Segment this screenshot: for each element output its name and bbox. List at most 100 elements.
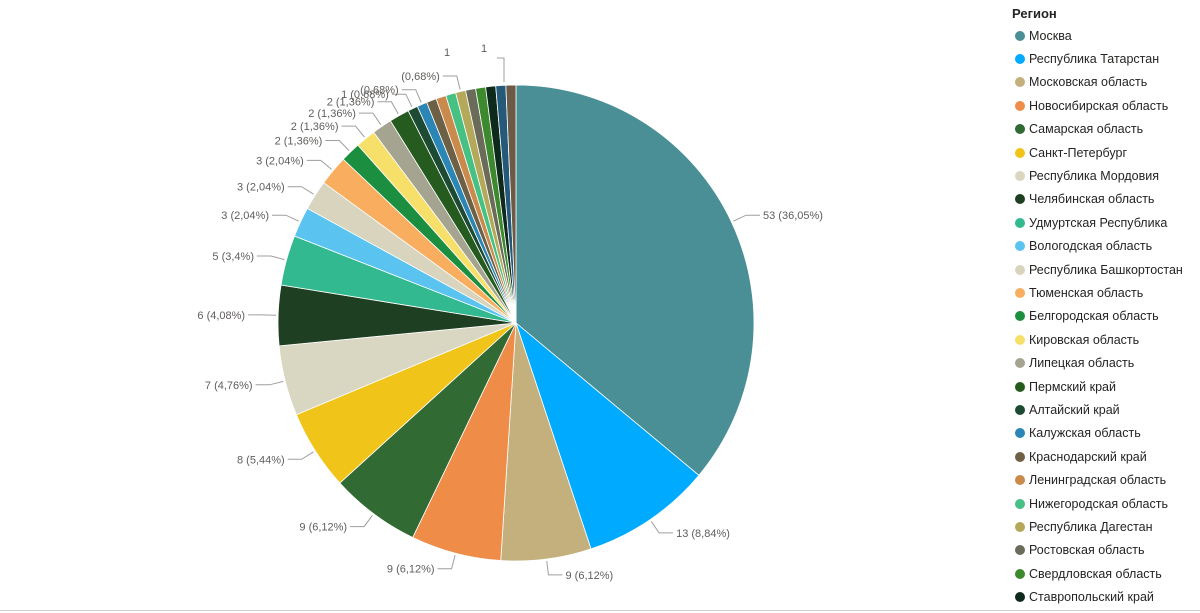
legend-label: Краснодарский край [1029, 449, 1147, 464]
leader-line [350, 515, 373, 528]
legend-item[interactable]: Белгородская область [1012, 305, 1198, 328]
pie-slice[interactable] [505, 84, 517, 324]
leader-line [287, 186, 314, 195]
leader-line [341, 125, 365, 138]
legend-item[interactable]: Ростовская область [1012, 539, 1198, 562]
legend-label: Свердловская область [1029, 566, 1162, 581]
data-label: 1 [444, 47, 450, 59]
legend-swatch [1015, 241, 1025, 252]
leader-line [401, 89, 422, 103]
legend-label: Ростовская область [1029, 543, 1145, 558]
data-label: (0,68%) [401, 71, 440, 83]
legend-item[interactable]: Алтайский край [1012, 398, 1198, 421]
legend-item[interactable]: Пермский край [1012, 375, 1198, 398]
legend-item[interactable]: Москва [1012, 24, 1198, 47]
data-label: 7 (4,76%) [205, 380, 253, 392]
legend-item[interactable]: Республика Башкортостан [1012, 258, 1198, 281]
leader-line [391, 93, 413, 108]
pie-slices [277, 84, 755, 562]
data-label: 2 (1,36%) [327, 97, 375, 109]
legend-item[interactable]: Кировская область [1012, 328, 1198, 351]
legend-swatch [1015, 451, 1025, 462]
legend-swatch [1015, 521, 1025, 532]
legend-label: Самарская область [1029, 122, 1144, 137]
data-label: 5 (3,4%) [212, 251, 254, 263]
legend-label: Вологодская область [1029, 239, 1153, 254]
data-label: 13 (8,84%) [676, 528, 730, 540]
data-label: 2 (1,36%) [275, 136, 323, 148]
legend-swatch [1015, 311, 1025, 322]
data-label: 9 (6,12%) [387, 564, 435, 576]
data-label: 3 (2,04%) [221, 210, 269, 222]
leader-line [358, 112, 382, 125]
data-label: 3 (2,04%) [237, 182, 285, 194]
legend-item[interactable]: Республика Дагестан [1012, 515, 1198, 538]
legend-label: Ленинградская область [1029, 473, 1167, 488]
legend-swatch [1015, 100, 1025, 111]
pie-data-labels: 53 (36,05%) 13 (8,84%) 9 (6,12%) 9 (6,12%) 9… [197, 43, 823, 582]
legend-swatch [1015, 428, 1025, 439]
bottom-divider [0, 610, 1200, 611]
legend-item[interactable]: Калужская область [1012, 422, 1198, 445]
legend-swatch [1015, 124, 1025, 135]
legend-label: Москва [1029, 28, 1072, 43]
legend-label: Алтайский край [1029, 402, 1120, 417]
legend-items: Москва Республика Татарстан Московская обл… [1012, 24, 1198, 609]
legend-item[interactable]: Свердловская область [1012, 562, 1198, 585]
legend-item[interactable]: Самарская область [1012, 118, 1198, 141]
pie-slice[interactable] [515, 321, 700, 550]
legend-item[interactable]: Тюменская область [1012, 281, 1198, 304]
leader-line [257, 255, 285, 261]
legend-swatch [1015, 287, 1025, 298]
legend-swatch [1015, 30, 1025, 41]
legend-item[interactable]: Республика Татарстан [1012, 47, 1198, 70]
leader-line [306, 159, 332, 170]
data-label: 6 (4,08%) [197, 310, 245, 322]
legend-label: Белгородская область [1029, 309, 1159, 324]
legend-label: Республика Мордовия [1029, 169, 1159, 184]
legend-swatch [1015, 592, 1025, 603]
legend-item[interactable]: Челябинская область [1012, 188, 1198, 211]
leader-line [650, 521, 674, 534]
legend-label: Челябинская область [1029, 192, 1155, 207]
legend-item[interactable]: Московская область [1012, 71, 1198, 94]
legend-swatch [1015, 264, 1025, 275]
legend: Регион Москва Республика Татарстан Московс… [1012, 4, 1198, 609]
legend-item[interactable]: Республика Мордовия [1012, 164, 1198, 187]
legend-label: Республика Дагестан [1029, 519, 1153, 534]
legend-swatch [1015, 358, 1025, 369]
legend-label: Удмуртская Республика [1029, 215, 1168, 230]
data-label: 53 (36,05%) [763, 210, 823, 222]
legend-item[interactable]: Ставропольский край [1012, 585, 1198, 608]
legend-label: Калужская область [1029, 426, 1141, 441]
legend-swatch [1015, 194, 1025, 205]
leader-line [437, 555, 456, 570]
data-label: 9 (6,12%) [566, 570, 614, 582]
legend-item[interactable]: Нижегородская область [1012, 492, 1198, 515]
legend-label: Липецкая область [1029, 356, 1135, 371]
pie-slice[interactable] [515, 84, 755, 476]
legend-label: Кировская область [1029, 332, 1140, 347]
leader-line [733, 214, 760, 222]
legend-item[interactable]: Новосибирская область [1012, 94, 1198, 117]
legend-item[interactable]: Вологодская область [1012, 235, 1198, 258]
legend-item[interactable]: Краснодарский край [1012, 445, 1198, 468]
legend-label: Московская область [1029, 75, 1148, 90]
legend-item[interactable]: Санкт-Петербург [1012, 141, 1198, 164]
legend-label: Нижегородская область [1029, 496, 1168, 511]
data-label: 8 (5,44%) [237, 454, 285, 466]
legend-item[interactable]: Ленинградская область [1012, 468, 1198, 491]
legend-item[interactable]: Липецкая область [1012, 351, 1198, 374]
leader-line [272, 214, 299, 222]
data-label: 2 (1,36%) [291, 121, 339, 133]
legend-swatch [1015, 147, 1025, 158]
legend-item[interactable]: Удмуртская Республика [1012, 211, 1198, 234]
leader-line [377, 101, 399, 115]
legend-swatch [1015, 568, 1025, 579]
legend-swatch [1015, 171, 1025, 182]
legend-swatch [1015, 475, 1025, 486]
legend-label: Новосибирская область [1029, 98, 1169, 113]
legend-swatch [1015, 498, 1025, 509]
legend-label: Ставропольский край [1029, 590, 1154, 605]
pie-chart: 53 (36,05%) 13 (8,84%) 9 (6,12%) 9 (6,12%) 9… [197, 43, 823, 582]
